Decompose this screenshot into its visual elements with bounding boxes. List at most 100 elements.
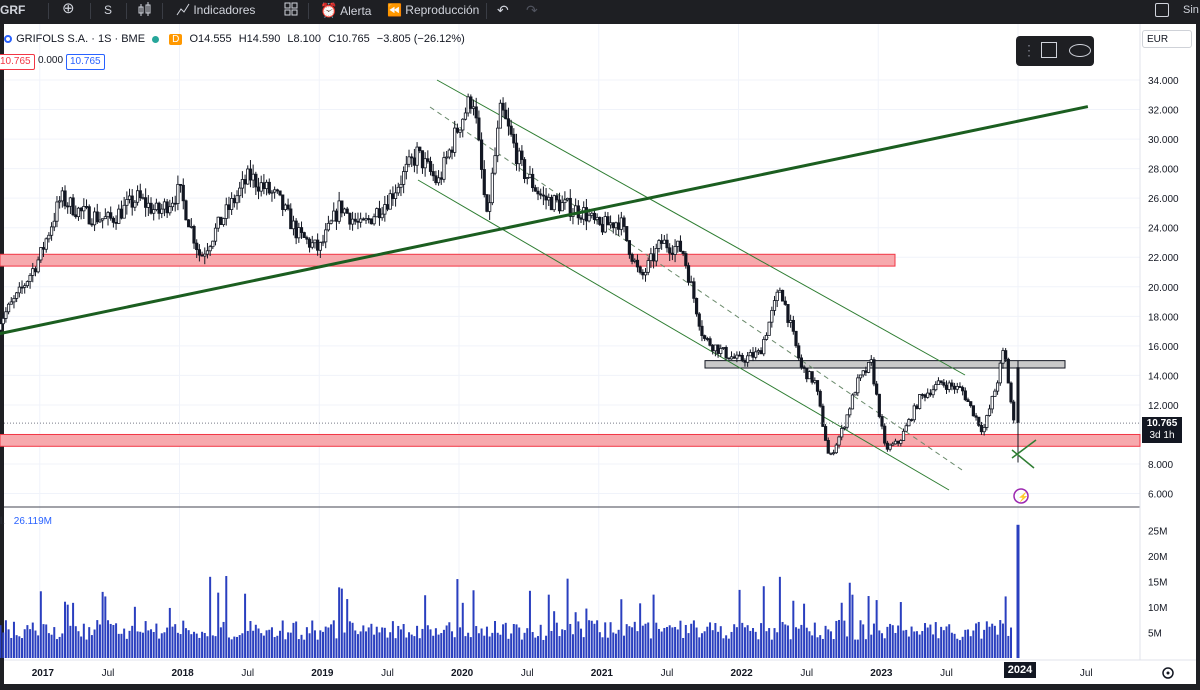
volume-bar [657,628,660,658]
candle-body [111,217,115,223]
volume-bar [902,630,905,658]
candle-body [638,266,642,273]
candle-body [724,347,728,359]
grid-icon [284,2,298,16]
drag-handle-icon[interactable]: ⋮ [1022,42,1036,58]
volume-bar [926,627,929,658]
candle-body [662,239,666,244]
candle-body [866,362,871,373]
volume-bar [198,637,201,658]
ellipse-tool-icon[interactable] [1069,44,1091,57]
templates-icon[interactable] [284,0,298,24]
rectangle-tool-icon[interactable] [1041,42,1057,58]
candle-body [477,117,481,141]
candle-body [926,392,930,398]
volume-bar [526,628,529,658]
currency-selector[interactable]: EUR [1142,30,1192,48]
volume-bar [523,632,526,658]
volume-axis-ticks: 25M 20M 15M 10M 5M [1148,527,1167,640]
interval-button[interactable]: S [104,3,113,17]
candle-body [109,212,113,219]
candle-body [560,202,564,212]
candle-body [221,218,226,226]
volume-bar [698,637,701,658]
candle-body [170,202,175,208]
candle-body [958,386,962,388]
volume-bar [566,578,569,658]
volume-bar [808,631,811,658]
ohlc-open: O14.555 [189,33,232,45]
candle-body [565,197,570,201]
candle-body [455,127,459,133]
settings-gear-icon [1162,667,1174,679]
candle-body [845,414,849,428]
volume-bar [824,625,827,658]
volume-bar [397,625,400,658]
indicators-button[interactable]: Indicadores [176,0,255,24]
candle-body [337,200,341,222]
candle-body [49,226,54,236]
volume-bar [727,638,730,658]
candle-body [6,303,11,313]
candle-body [442,157,446,180]
candle-body [192,226,196,244]
candle-body [463,112,468,120]
candle-body [711,344,715,352]
volume-bar [660,631,663,658]
fullscreen-icon[interactable] [1155,3,1169,17]
candle-body [396,186,400,194]
replay-button[interactable]: ⏪ Reproducción [387,0,479,24]
redo-icon[interactable]: ↷ [526,2,538,18]
candle-body [727,357,731,360]
candle-body [547,197,551,201]
undo-icon[interactable]: ↶ [497,2,509,18]
candle-body [135,190,140,203]
candle-body [318,242,322,251]
candle-body [877,393,881,417]
candle-body [122,204,126,219]
volume-bar [150,629,153,658]
alert-button[interactable]: ⏰ Alerta [320,0,371,24]
volume-bar [50,634,53,658]
candle-body [600,224,605,233]
candle-body [230,198,234,210]
volume-bar [550,630,553,658]
price-tick-label: 24.000 [1148,224,1179,235]
volume-bar [921,631,924,658]
candle-body [71,197,75,216]
volume-bar [561,629,564,658]
volume-bar [163,632,166,658]
candle-body [942,382,946,386]
candle-body [678,240,683,252]
candle-body [490,172,494,204]
candle-body [888,444,892,450]
price-tick-label: 6.000 [1148,490,1173,501]
candle-style-icon[interactable] [138,0,152,24]
volume-bar [897,625,900,658]
symbol-search-button[interactable]: GRF [0,3,26,17]
volume-bar [606,637,609,658]
volume-bar [190,634,193,658]
candle-body [915,405,919,409]
volume-bar [23,629,26,658]
candle-body [98,219,102,223]
volume-bar [991,623,994,658]
volume-bar [964,629,967,658]
drawing-floating-toolbar[interactable]: ⋮ [1016,36,1094,66]
volume-bar [469,637,472,658]
volume-bar [69,625,72,658]
volume-bar [674,626,677,658]
volume-bar [985,621,988,658]
price-tick-label: 22.000 [1148,253,1179,264]
time-axis-current-label: 2024 [1004,662,1036,678]
candle-body [256,186,261,192]
candle-body [821,405,825,427]
candle-body [224,204,228,219]
candle-body [501,102,505,111]
volume-bar [268,629,271,658]
symbol-name[interactable]: GRIFOLS S.A. · 1S · BME [16,33,146,45]
add-symbol-icon[interactable]: ⊕ [62,0,75,17]
candle-body [291,220,296,230]
candle-body [995,382,1000,392]
